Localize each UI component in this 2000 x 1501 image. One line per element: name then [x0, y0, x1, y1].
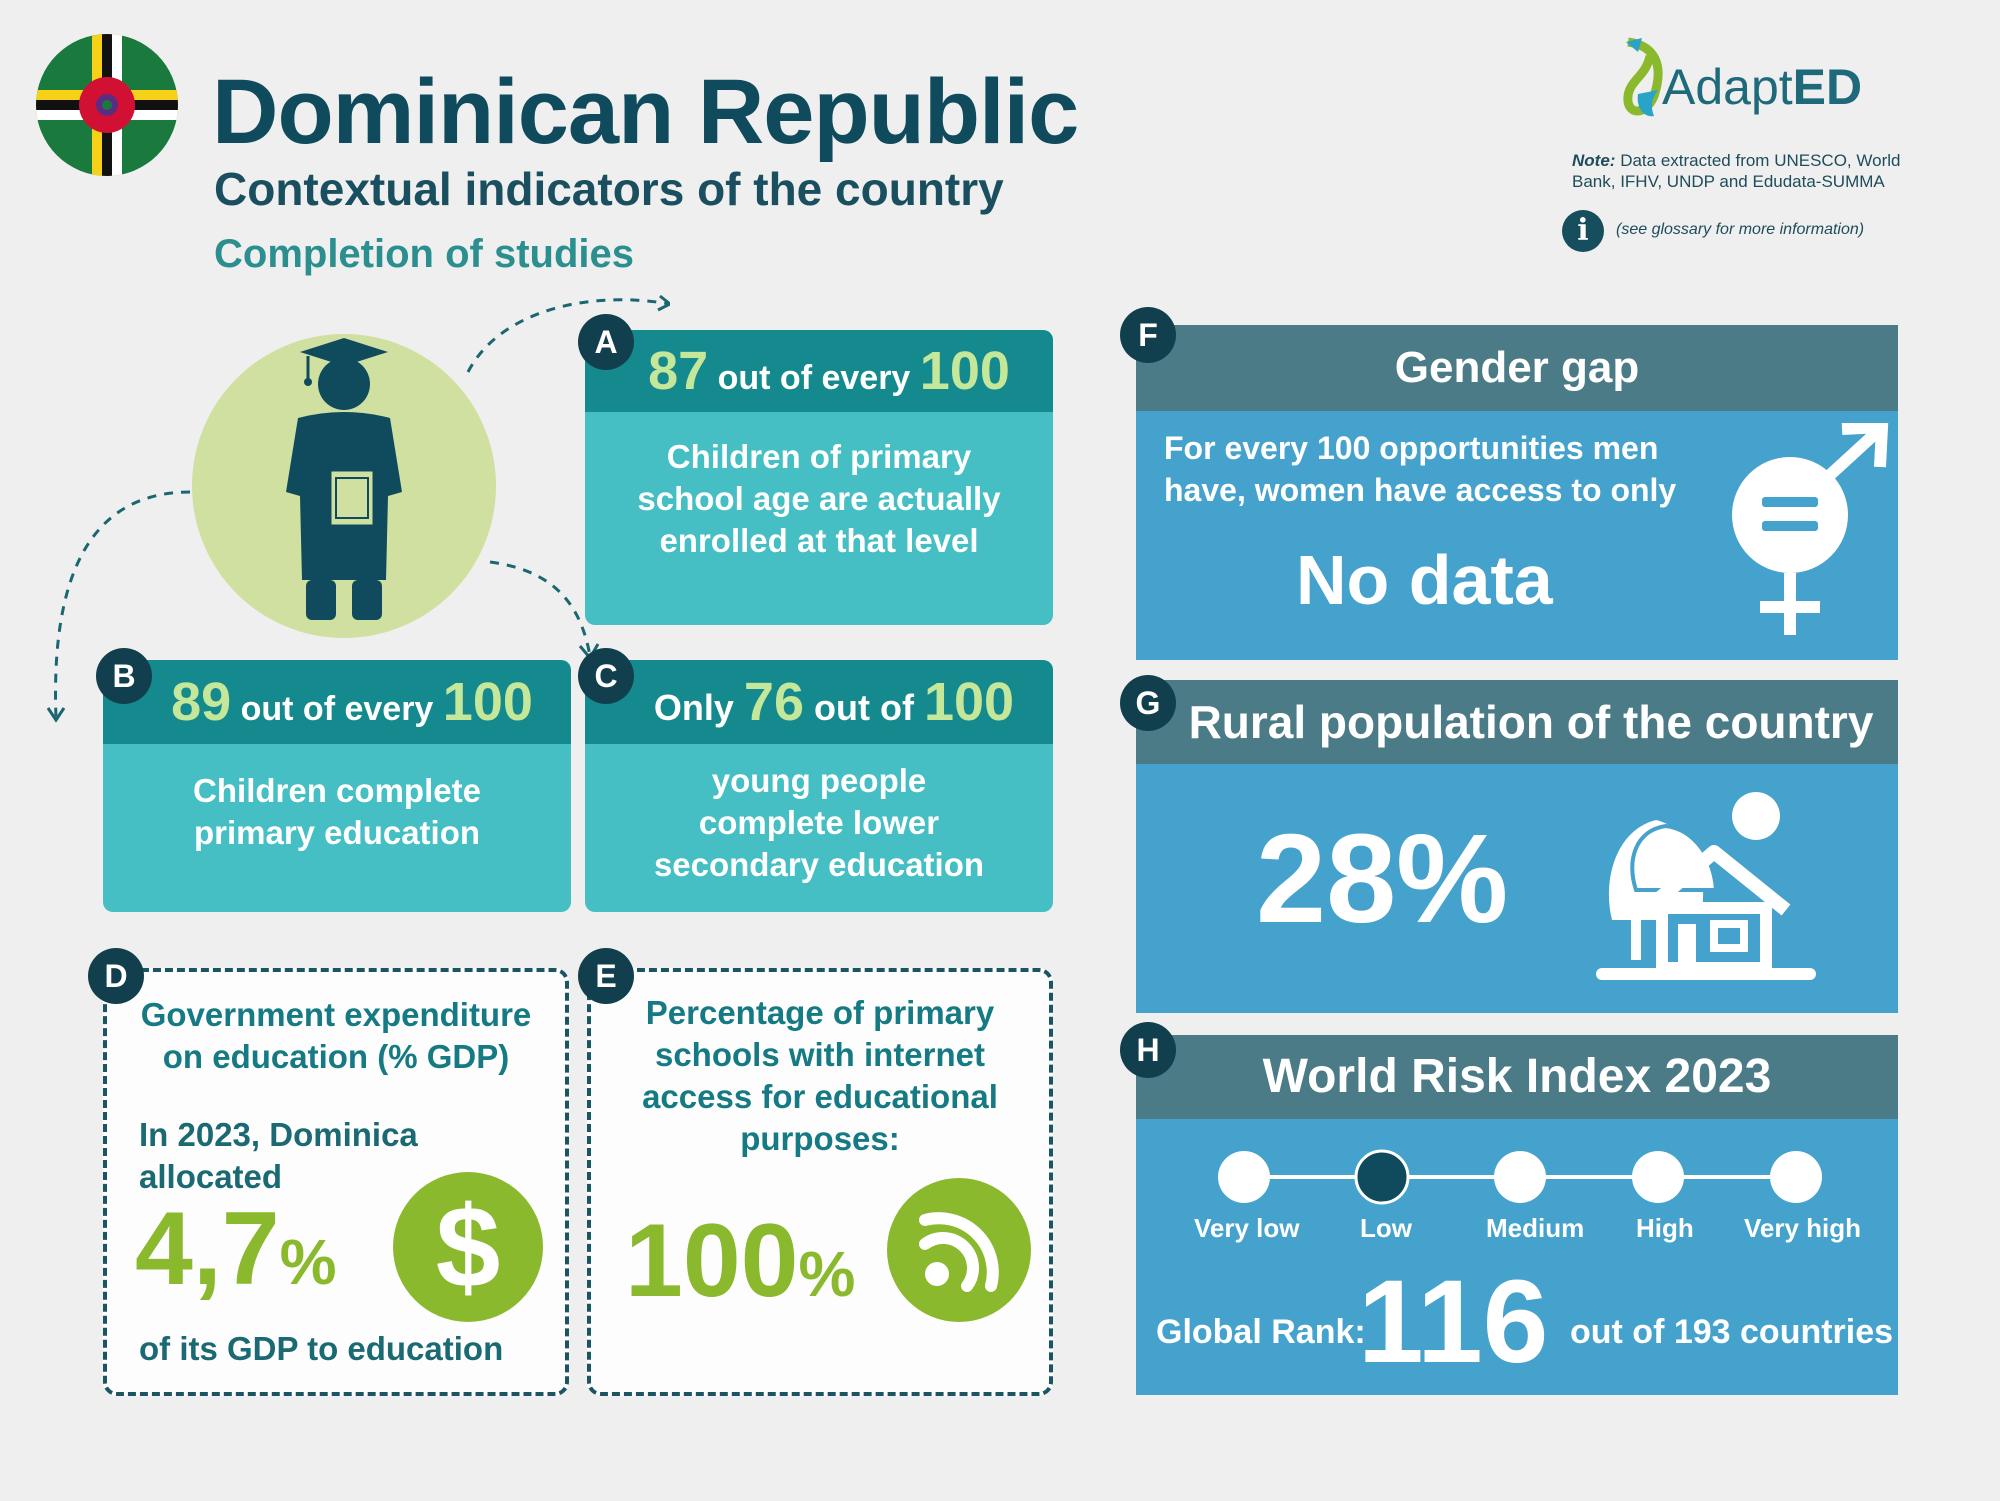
glossary-note: (see glossary for more information)	[1616, 221, 1865, 238]
global-rank-suffix: out of 193 countries	[1570, 1313, 1894, 1351]
risk-levels: Very low Low Medium High Very high	[1136, 1213, 1898, 1253]
gender-gap-panel: Gender gap For every 100 opportunities m…	[1136, 325, 1898, 660]
card-enrollment: 87 out of every 100 Children of primary …	[585, 330, 1053, 625]
card-a-text: Children of primary school age are actua…	[637, 438, 1001, 559]
internet-box: Percentage of primary schools with inter…	[587, 968, 1053, 1396]
risk-dot-low	[1354, 1149, 1410, 1205]
risk-level-low: Low	[1360, 1213, 1412, 1243]
dollar-icon: $	[393, 1172, 543, 1322]
card-b-headline: 89 out of every 100	[103, 660, 571, 744]
card-b-text: Children complete primary education	[193, 772, 481, 851]
card-primary-completion: 89 out of every 100 Children complete pr…	[103, 660, 571, 912]
internet-title: Percentage of primary schools with inter…	[642, 994, 998, 1157]
world-risk-panel: World Risk Index 2023 Very low Low Mediu…	[1136, 1035, 1898, 1395]
badge-a: A	[578, 314, 634, 370]
global-rank-value: 116	[1358, 1256, 1549, 1388]
world-risk-title: World Risk Index 2023	[1136, 1035, 1898, 1119]
gender-gap-value: No data	[1296, 541, 1553, 619]
expenditure-intro: In 2023, Dominica allocated	[139, 1116, 418, 1195]
adapted-logo	[1616, 36, 1876, 126]
card-secondary-completion: Only 76 out of 100 young people complete…	[585, 660, 1053, 912]
risk-level-very-low: Very low	[1194, 1213, 1300, 1243]
rural-population-title: Rural population of the country	[1136, 680, 1898, 764]
badge-b: B	[96, 648, 152, 704]
global-rank-label: Global Rank:	[1156, 1313, 1366, 1351]
page-title: Dominican Republic	[212, 61, 1079, 163]
section-title: Completion of studies	[214, 232, 634, 276]
badge-e: E	[578, 948, 634, 1004]
rural-population-panel: Rural population of the country 28%	[1136, 680, 1898, 1013]
source-note: Note: Data extracted from UNESCO, World …	[1572, 151, 1901, 191]
card-c-text: young people complete lower secondary ed…	[653, 762, 985, 883]
gender-gap-text: For every 100 opportunities men have, wo…	[1164, 430, 1677, 508]
risk-level-high: High	[1636, 1213, 1694, 1243]
card-c-headline: Only 76 out of 100	[585, 660, 1053, 744]
rural-population-value: 28%	[1256, 808, 1509, 949]
risk-level-very-high: Very high	[1744, 1213, 1862, 1243]
gender-gap-title: Gender gap	[1136, 325, 1898, 411]
logo-text: AdaptED	[1662, 59, 1863, 115]
badge-f: F	[1120, 307, 1176, 363]
risk-dot-very-low	[1218, 1151, 1270, 1203]
risk-dot-very-high	[1770, 1151, 1822, 1203]
page-subtitle: Contextual indicators of the country	[214, 163, 1004, 215]
graduate-illustration	[46, 294, 670, 723]
info-icon[interactable]: i	[1562, 210, 1604, 252]
expenditure-value: 4,7%	[135, 1191, 337, 1307]
flag-icon	[36, 34, 178, 176]
card-a-headline: 87 out of every 100	[585, 330, 1053, 412]
risk-scale	[1218, 1149, 1822, 1205]
badge-d: D	[88, 948, 144, 1004]
internet-value: 100%	[625, 1203, 856, 1319]
risk-level-medium: Medium	[1486, 1213, 1585, 1243]
badge-h: H	[1120, 1022, 1176, 1078]
wifi-icon	[887, 1178, 1031, 1322]
badge-c: C	[578, 648, 634, 704]
expenditure-outro: of its GDP to education	[139, 1330, 504, 1367]
house-tree-icon	[1596, 792, 1816, 980]
expenditure-box: Government expenditure on education (% G…	[103, 968, 569, 1396]
risk-dot-medium	[1494, 1151, 1546, 1203]
risk-dot-high	[1632, 1151, 1684, 1203]
badge-g: G	[1120, 675, 1176, 731]
gender-equality-icon	[1732, 423, 1889, 635]
expenditure-title: Government expenditure on education (% G…	[140, 996, 532, 1075]
